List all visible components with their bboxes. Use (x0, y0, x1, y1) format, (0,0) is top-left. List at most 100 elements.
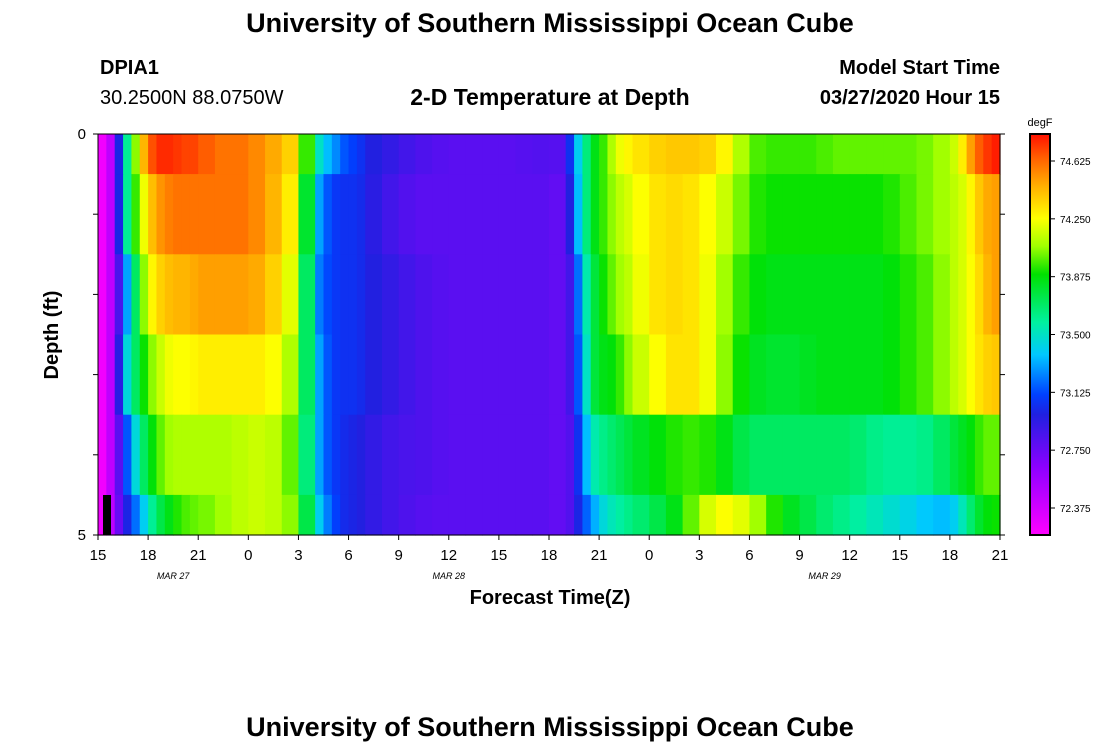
heatmap-cell (448, 494, 467, 536)
heatmap-cell (749, 134, 767, 175)
heatmap-cell (148, 174, 158, 255)
colorbar-tick-label: 73.875 (1060, 273, 1091, 284)
heatmap-cell (574, 414, 584, 496)
heatmap-cell (832, 174, 851, 255)
heatmap-cell (565, 334, 575, 416)
heatmap-cell (173, 134, 183, 175)
heatmap-cell (682, 414, 700, 496)
heatmap-cell (883, 254, 901, 336)
heatmap-cell (498, 254, 517, 336)
heatmap-cell (665, 254, 684, 336)
heatmap-cell (315, 494, 325, 536)
heatmap-cell (590, 414, 600, 496)
heatmap-cell (574, 174, 584, 255)
heatmap-cell (156, 414, 166, 496)
heatmap-cell (699, 334, 717, 416)
heatmap-cell (231, 414, 249, 496)
heatmap-cell (98, 174, 107, 255)
heatmap-cell (816, 494, 834, 536)
heatmap-cell (139, 254, 149, 336)
heatmap-cell (958, 254, 968, 336)
heatmap-cell (799, 414, 817, 496)
heatmap-cell (298, 414, 316, 496)
heatmap-cell (816, 414, 834, 496)
heatmap-cell (590, 334, 600, 416)
heatmap-cell (340, 134, 350, 175)
heatmap-cell (189, 134, 199, 175)
x-axis: 15 18 21 0 3 6 9 12 15 18 21 0 3 6 9 12 15 18 21 MAR 27 MAR … (90, 535, 1008, 581)
heatmap-cell (381, 494, 400, 536)
heatmap-cell (498, 174, 517, 255)
heatmap-cell (365, 174, 383, 255)
heatmap-cell (991, 134, 1001, 175)
heatmap-cell (582, 134, 592, 175)
heatmap-cell (214, 494, 233, 536)
heatmap-cell (298, 494, 316, 536)
heatmap-cell (624, 334, 634, 416)
heatmap-cell (448, 174, 467, 255)
station-id: DPIA1 (100, 57, 159, 79)
heatmap-cell (356, 134, 366, 175)
x-tick-label: 18 (541, 547, 558, 564)
heatmap-cell (991, 174, 1001, 255)
heatmap-cell (615, 334, 625, 416)
heatmap-cell (632, 494, 650, 536)
heatmap-cell (549, 494, 567, 536)
heatmap-cell (381, 414, 400, 496)
heatmap-cell (966, 414, 976, 496)
heatmap-cell (265, 134, 283, 175)
heatmap-cell (298, 334, 316, 416)
heatmap-cell (716, 174, 734, 255)
heatmap-cell (899, 334, 918, 416)
heatmap-cell (348, 134, 358, 175)
heatmap-cell (766, 134, 784, 175)
heatmap-cell (156, 134, 166, 175)
plot-title: 2-D Temperature at Depth (410, 84, 690, 110)
heatmap-cell (164, 134, 174, 175)
heatmap-cell (131, 494, 141, 536)
heatmap-cell (549, 174, 567, 255)
heatmap-cell (114, 414, 124, 496)
heatmap-cell (849, 414, 867, 496)
heatmap-cell (265, 334, 283, 416)
heatmap-cell (699, 134, 717, 175)
heatmap-cell (198, 254, 216, 336)
heatmap-cell (615, 174, 625, 255)
heatmap-cell (899, 174, 918, 255)
heatmap-cell (665, 494, 684, 536)
heatmap-cell (782, 134, 801, 175)
heatmap-cell (189, 174, 199, 255)
heatmap-cell (323, 334, 333, 416)
heatmap-cell (323, 174, 333, 255)
heatmap-cell (883, 134, 901, 175)
x-tick-label: 9 (795, 547, 803, 564)
heatmap-cell (323, 134, 333, 175)
heatmap-cell (974, 334, 984, 416)
heatmap-cell (699, 174, 717, 255)
heatmap-cell (173, 494, 183, 536)
heatmap-cell (465, 254, 483, 336)
heatmap-cell (265, 254, 283, 336)
heatmap-cell (966, 174, 976, 255)
heatmap-cell (607, 334, 617, 416)
heatmap-cell (515, 334, 533, 416)
heatmap-cell (682, 494, 700, 536)
heatmap-cell (123, 134, 133, 175)
heatmap-cell (749, 254, 767, 336)
heatmap-cell (298, 134, 316, 175)
heatmap-cell (766, 334, 784, 416)
heatmap-cell (565, 134, 575, 175)
x-tick-label: 0 (244, 547, 252, 564)
heatmap-cell (482, 254, 500, 336)
heatmap-cell (532, 254, 550, 336)
heatmap-cell (214, 334, 233, 416)
heatmap-cell (991, 494, 1001, 536)
heatmap-cell (482, 414, 500, 496)
heatmap-cell (482, 174, 500, 255)
heatmap-cell (582, 174, 592, 255)
heatmap-cell (123, 254, 133, 336)
heatmap-cell (649, 174, 667, 255)
heatmap-cell (331, 334, 341, 416)
heatmap-cell (974, 494, 984, 536)
